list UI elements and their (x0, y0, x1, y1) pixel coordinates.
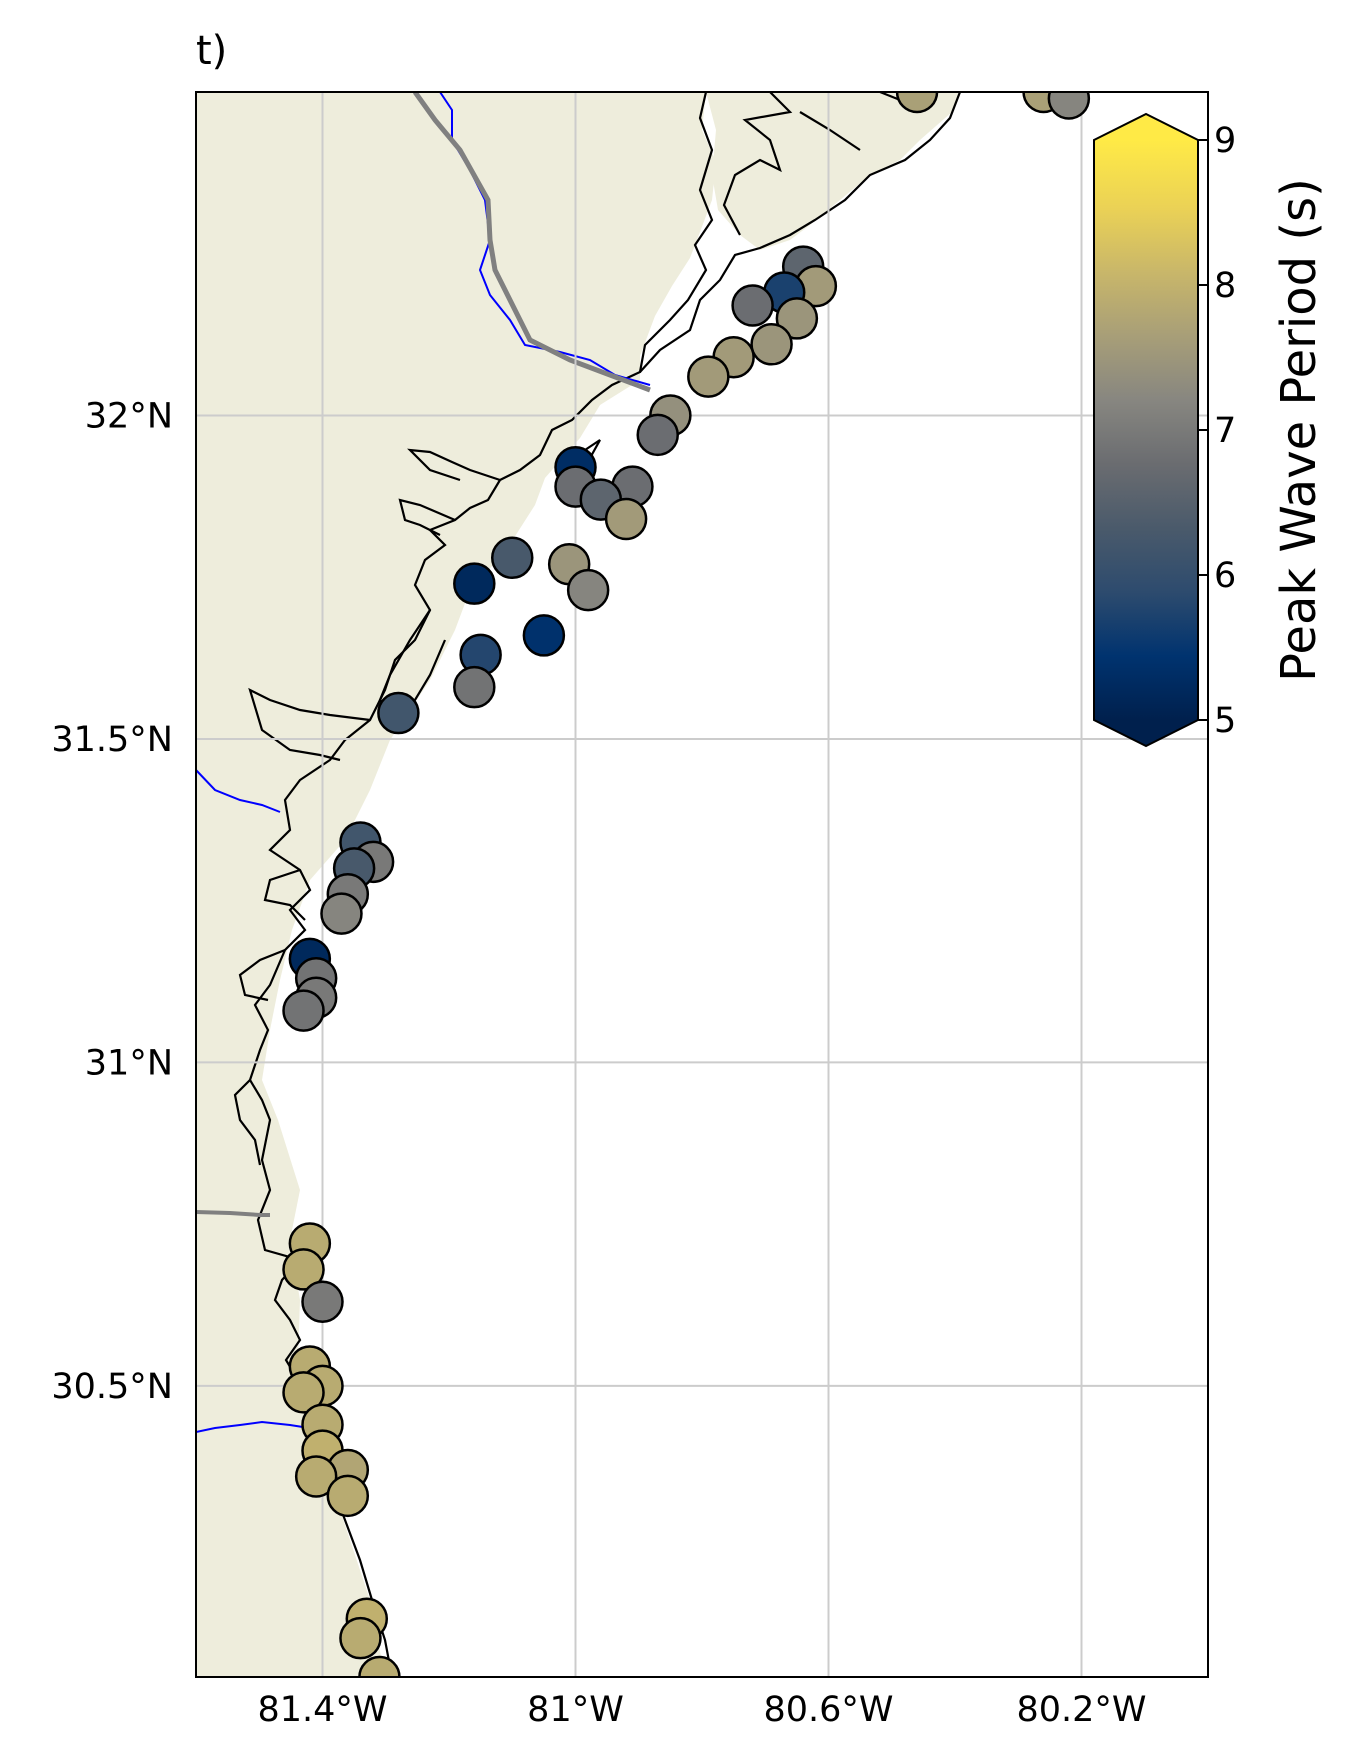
state-border-north (412, 92, 651, 393)
colorbar-tick-label: 6 (1214, 556, 1236, 596)
wave-station-point (282, 1248, 325, 1291)
wave-station-point (687, 355, 730, 398)
wave-station-point (301, 1280, 344, 1324)
wave-station-point (491, 536, 534, 580)
wave-station-point (326, 1474, 370, 1518)
colorbar-body (1094, 140, 1198, 720)
land-mainland (196, 92, 716, 1677)
wave-station-point (1047, 92, 1091, 120)
colorbar-tick-label: 8 (1214, 266, 1236, 306)
lat-tick-label: 30.5°N (51, 1367, 173, 1407)
wave-station-point (294, 1455, 338, 1498)
lon-tick-label: 81.4°W (257, 1690, 387, 1730)
wave-station-point (731, 284, 774, 327)
colorbar-extend-min (1094, 720, 1198, 746)
river-south (196, 1420, 323, 1433)
panel-label: t) (196, 28, 227, 74)
map-frame (195, 91, 1209, 1678)
coastline-main (248, 92, 714, 1677)
land-island-north (706, 92, 960, 250)
river-middle (196, 769, 281, 813)
longitude-labels: 81.4°W 81°W 80.6°W 80.2°W (257, 1690, 1146, 1730)
lat-tick-label: 31.5°N (51, 720, 173, 760)
wave-station-point (775, 297, 819, 340)
wave-station-point (320, 892, 363, 935)
lon-tick-label: 80.6°W (763, 1690, 893, 1730)
data-points (282, 92, 1091, 1677)
wave-station-point (895, 92, 939, 114)
colorbar: 9 8 7 6 5 Peak Wave Period (s) (1093, 112, 1327, 748)
state-border-south (196, 1210, 270, 1217)
colorbar-ticks: 9 8 7 6 5 (1198, 121, 1236, 741)
latitude-labels: 32°N 31.5°N 31°N 30.5°N (51, 396, 173, 1406)
colorbar-tick-label: 9 (1214, 121, 1236, 161)
wave-station-point (566, 568, 610, 612)
colorbar-tick-label: 7 (1214, 411, 1236, 451)
graticule (196, 92, 1208, 1677)
colorbar-extend-max (1094, 114, 1198, 140)
wave-station-point (377, 691, 420, 735)
wave-station-point (604, 497, 648, 541)
wave-station-point (453, 665, 496, 709)
wave-station-point (453, 562, 496, 605)
lon-tick-label: 80.2°W (1016, 1690, 1146, 1730)
wave-station-point (522, 614, 566, 657)
wave-station-point (750, 323, 793, 366)
wave-station-point (339, 1616, 382, 1660)
lon-tick-label: 81°W (527, 1690, 624, 1730)
wave-station-point (636, 413, 679, 457)
colorbar-label: Peak Wave Period (s) (1271, 178, 1327, 682)
lat-tick-label: 31°N (85, 1043, 173, 1083)
lat-tick-label: 32°N (85, 396, 173, 436)
wave-station-point (282, 1371, 325, 1414)
wave-station-point (358, 1655, 401, 1677)
colorbar-tick-label: 5 (1214, 701, 1236, 741)
map-area (196, 92, 1208, 1677)
wave-station-point (282, 989, 325, 1032)
